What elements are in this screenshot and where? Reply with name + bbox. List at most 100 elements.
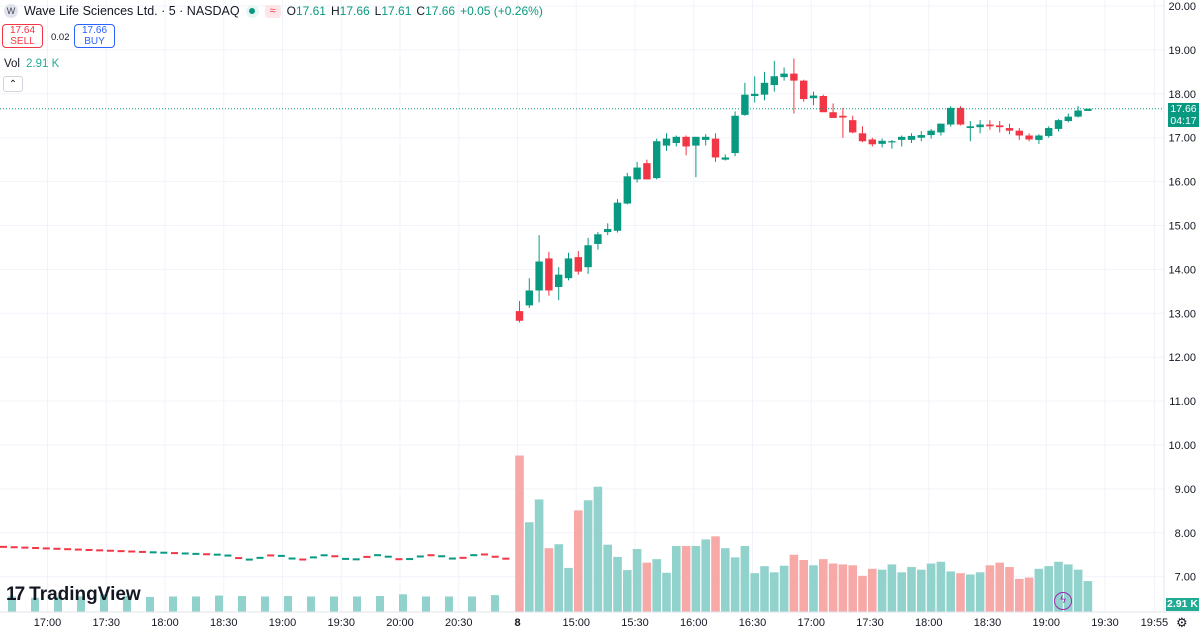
candle-body bbox=[643, 163, 651, 180]
collapse-legend-button[interactable]: ⌃ bbox=[3, 76, 23, 92]
y-tick-label: 10.00 bbox=[1168, 440, 1196, 452]
volume-bar bbox=[1054, 561, 1063, 612]
x-tick-label: 19:55 bbox=[1141, 617, 1169, 629]
pre-session-tick bbox=[245, 558, 253, 561]
x-tick-label: 15:30 bbox=[621, 617, 649, 629]
ohlc-values: O17.61 H17.66 L17.61 C17.66 +0.05 (+0.26… bbox=[287, 4, 543, 18]
x-tick-label: 18:30 bbox=[974, 617, 1002, 629]
pre-session-tick bbox=[363, 555, 371, 558]
chevron-up-icon: ⌃ bbox=[8, 78, 18, 90]
candle-body bbox=[947, 107, 955, 125]
pre-session-volume-bar bbox=[445, 596, 453, 612]
volume-bar bbox=[554, 544, 563, 612]
volume-bar bbox=[789, 554, 799, 612]
volume-bar bbox=[936, 561, 946, 612]
x-tick-label: 17:30 bbox=[856, 617, 884, 629]
pre-session-volume-bar bbox=[54, 596, 62, 612]
pre-session-tick bbox=[277, 554, 285, 557]
volume-bar bbox=[1044, 566, 1053, 612]
candle-body bbox=[790, 73, 798, 81]
x-tick-label: 19:30 bbox=[327, 617, 355, 629]
pre-session-tick bbox=[416, 555, 424, 558]
volume-bar bbox=[809, 565, 818, 612]
candle-body bbox=[555, 274, 563, 287]
pre-session-tick bbox=[64, 548, 72, 551]
pre-session-tick bbox=[320, 554, 328, 557]
candle-body bbox=[956, 107, 965, 125]
volume-bar bbox=[779, 565, 789, 612]
candle-body bbox=[672, 136, 680, 143]
pre-session-volume-bar bbox=[31, 597, 39, 612]
price-axis[interactable]: 20.00 19.00 18.00 17.00 16.00 15.00 14.00 13.00… bbox=[1163, 0, 1196, 612]
volume-bar bbox=[691, 545, 701, 612]
y-tick-label: 13.00 bbox=[1168, 308, 1196, 320]
pre-session-tick bbox=[213, 553, 221, 556]
volume-bar bbox=[907, 567, 916, 612]
volume-bar bbox=[1024, 577, 1034, 612]
pre-session-tick bbox=[288, 557, 296, 560]
y-tick-label: 11.00 bbox=[1169, 396, 1196, 408]
y-tick-label: 17.00 bbox=[1168, 133, 1196, 145]
pre-session-tick bbox=[171, 552, 178, 555]
market-open-icon[interactable] bbox=[245, 4, 259, 18]
volume-bar bbox=[946, 571, 955, 612]
tradingview-name: TradingView bbox=[29, 584, 141, 605]
pre-session-volume-bar bbox=[491, 595, 499, 612]
time-axis[interactable]: 3017:0017:3018:0018:3019:0019:3020:0020:… bbox=[0, 611, 1199, 629]
symbol-title[interactable]: Wave Life Sciences Ltd. · 5 · NASDAQ bbox=[24, 4, 240, 18]
volume-bar bbox=[1064, 564, 1073, 612]
candle-body bbox=[986, 124, 994, 127]
candle-body bbox=[1015, 130, 1023, 136]
volume-label: Vol bbox=[4, 58, 20, 70]
pre-session-tick bbox=[235, 557, 243, 560]
settings-gear-icon[interactable]: ⚙ bbox=[1176, 615, 1188, 630]
volume-bar bbox=[632, 549, 642, 612]
candle-body bbox=[898, 136, 906, 140]
pre-session-tick bbox=[502, 557, 510, 560]
tradingview-logo[interactable]: 17 TradingView bbox=[6, 584, 141, 606]
pre-session-tick bbox=[32, 547, 40, 550]
y-tick-label: 9.00 bbox=[1175, 484, 1196, 496]
low-value: 17.61 bbox=[381, 4, 412, 18]
candle-body bbox=[751, 93, 759, 96]
sell-price: 17.64 bbox=[9, 25, 36, 36]
horizontal-gridlines bbox=[0, 5, 1164, 578]
pre-session-tick bbox=[342, 557, 349, 560]
pre-session-tick bbox=[427, 554, 435, 557]
candle-body bbox=[584, 245, 592, 268]
buy-button[interactable]: 17.66 BUY bbox=[74, 24, 115, 48]
volume-bar bbox=[1005, 567, 1014, 612]
flash-icon[interactable]: ϟ bbox=[1054, 592, 1072, 610]
x-tick-label: 19:00 bbox=[269, 617, 297, 629]
candle-body bbox=[721, 157, 729, 160]
pre-session-price-line bbox=[0, 545, 510, 561]
pre-session-volume-bar bbox=[77, 596, 85, 612]
pre-session-tick bbox=[384, 555, 392, 558]
data-status-icon[interactable]: ≈ bbox=[264, 4, 281, 18]
volume-bar bbox=[995, 562, 1004, 612]
volume-bar bbox=[701, 539, 710, 612]
candle-body bbox=[1025, 135, 1033, 140]
candle-body bbox=[770, 76, 778, 86]
volume-bar bbox=[828, 563, 838, 612]
candle-body bbox=[545, 258, 553, 291]
volume-bar bbox=[730, 557, 740, 612]
last-price-badge: 17.66 04:17 bbox=[1168, 103, 1199, 127]
candle-body bbox=[927, 130, 935, 136]
candle-body bbox=[976, 124, 984, 128]
tradingview-mark-icon: 17 bbox=[6, 584, 25, 605]
last-price-value: 17.66 bbox=[1170, 103, 1197, 115]
volume-legend[interactable]: Vol 2.91 K bbox=[4, 58, 59, 70]
volume-value: 2.91 K bbox=[26, 58, 60, 70]
volume-bar bbox=[819, 559, 828, 612]
candle-body bbox=[800, 80, 808, 100]
pre-session-tick bbox=[480, 553, 488, 556]
sell-button[interactable]: 17.64 SELL bbox=[2, 24, 43, 48]
pre-session-volume-bar bbox=[261, 596, 269, 612]
pre-session-tick bbox=[0, 545, 7, 548]
volume-bar bbox=[711, 536, 720, 612]
volume-bar bbox=[858, 575, 867, 612]
volume-bar bbox=[583, 500, 593, 612]
volume-bar bbox=[1015, 578, 1024, 612]
